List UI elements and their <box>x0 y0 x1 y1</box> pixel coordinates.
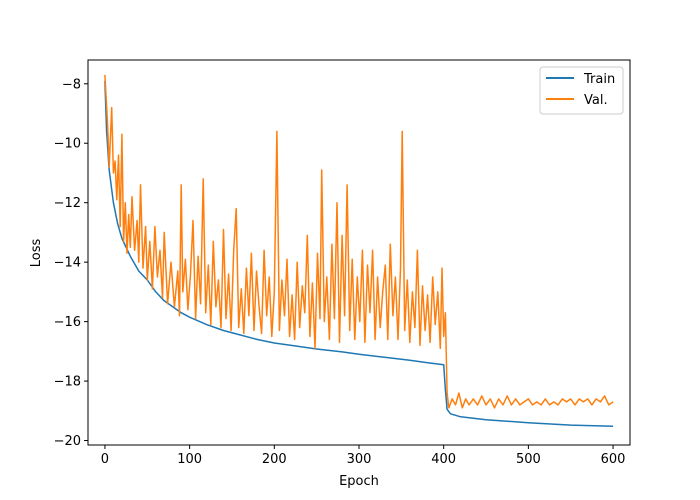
x-tick-label: 0 <box>101 452 109 467</box>
legend-label-val: Val. <box>584 93 608 108</box>
series-layer <box>104 74 614 428</box>
x-tick-label: 600 <box>601 452 626 467</box>
x-tick-label: 500 <box>516 452 541 467</box>
x-tick-label: 400 <box>431 452 456 467</box>
legend-label-train: Train <box>583 72 615 87</box>
x-tick-label: 300 <box>347 452 372 467</box>
x-axis-label: Epoch <box>339 474 379 489</box>
series-line-val <box>104 74 614 409</box>
y-tick-label: −20 <box>54 434 81 449</box>
y-tick-label: −12 <box>54 196 81 211</box>
x-tick-label: 100 <box>177 452 202 467</box>
legend: Train Val. <box>539 66 624 115</box>
y-tick-label: −16 <box>54 315 81 330</box>
y-axis-ticks: −20 −18 −16 −14 −12 −10 −8 <box>54 77 88 449</box>
x-tick-label: 200 <box>262 452 287 467</box>
y-tick-label: −14 <box>54 256 81 271</box>
y-axis-label: Loss <box>29 239 44 268</box>
y-tick-label: −8 <box>62 77 81 92</box>
y-tick-label: −10 <box>54 137 81 152</box>
y-tick-label: −18 <box>54 375 81 390</box>
x-axis-ticks: 0 100 200 300 400 500 600 <box>101 445 626 467</box>
plot-background <box>88 60 630 445</box>
